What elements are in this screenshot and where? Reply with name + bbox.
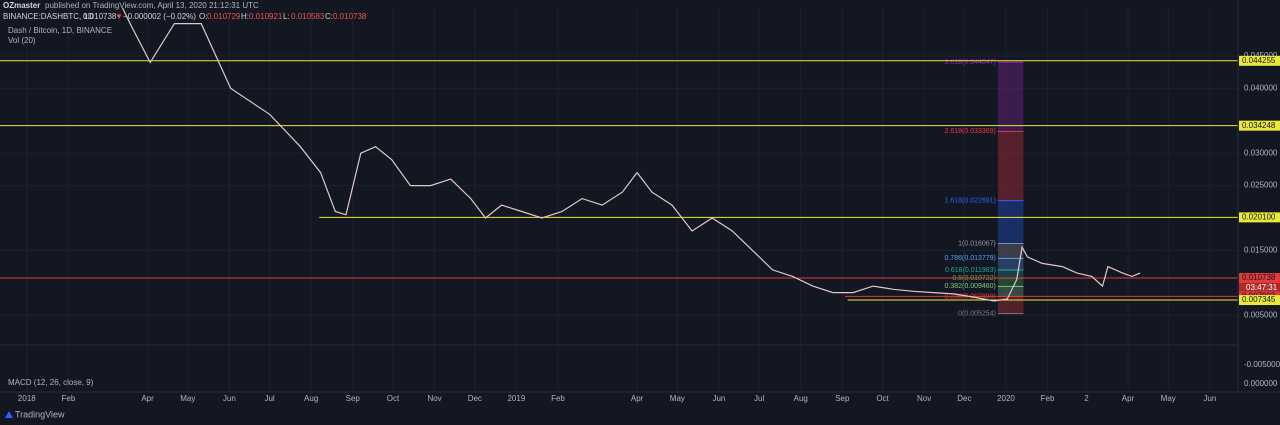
quote-item: 0.010738 xyxy=(333,12,367,21)
countdown-box xyxy=(1239,283,1280,293)
x-tick-label: Nov xyxy=(427,394,441,403)
quote-item: O: xyxy=(199,12,207,21)
price-line xyxy=(121,8,1141,302)
y-tick-label: 0.025000 xyxy=(1244,181,1278,190)
fib-label: 0.382(0.009460) xyxy=(945,283,996,290)
x-tick-label: 2 xyxy=(1084,394,1089,403)
x-tick-label: 2019 xyxy=(507,394,525,403)
fib-label: 3.618(0.044047) xyxy=(945,59,996,66)
quote-item: H: xyxy=(241,12,249,21)
fib-band xyxy=(997,258,1024,270)
quote-item: −0.000002 (−0.02%) xyxy=(123,12,196,21)
macd-tick-label: 0.000000 xyxy=(1244,379,1278,388)
x-tick-label: May xyxy=(1161,394,1176,403)
x-tick-label: Apr xyxy=(631,394,644,403)
macd-tick-label: -0.005000 xyxy=(1244,360,1280,369)
y-tick-label: 0.015000 xyxy=(1244,246,1278,255)
x-tick-label: Aug xyxy=(304,394,318,403)
x-tick-label: Sep xyxy=(346,394,361,403)
fib-band xyxy=(997,278,1024,287)
legend-volume: Vol (20) xyxy=(8,36,36,45)
quote-item: 0.010583 xyxy=(291,12,325,21)
x-tick-label: Feb xyxy=(551,394,565,403)
x-tick-label: 2018 xyxy=(18,394,36,403)
author: OZmaster xyxy=(3,1,40,10)
fib-band xyxy=(997,62,1024,132)
fib-band xyxy=(997,243,1024,259)
price-label-box xyxy=(1239,295,1280,306)
x-tick-label: Aug xyxy=(794,394,808,403)
x-tick-label: Jun xyxy=(1203,394,1216,403)
x-tick-label: May xyxy=(670,394,685,403)
fib-label: 2.618(0.033369) xyxy=(945,128,996,135)
x-tick-label: Apr xyxy=(141,394,154,403)
price-label: 0.007345 xyxy=(1242,295,1276,304)
fib-band xyxy=(997,269,1024,279)
quote-item: 0.010729 xyxy=(207,12,241,21)
quote-item: C: xyxy=(325,12,333,21)
fib-label: 0(0.005254) xyxy=(958,310,996,317)
x-tick-label: Dec xyxy=(957,394,971,403)
price-label: 0.034248 xyxy=(1242,121,1276,130)
quote-line: BINANCE:DASHBTC, 1D0.010738▼ −0.000002 (−… xyxy=(3,12,367,21)
quote-item: BINANCE:DASHBTC, 1D xyxy=(3,12,94,21)
grid xyxy=(0,8,1238,392)
plot-area: 0(0.005254)0.236(0.007899)0.382(0.009460… xyxy=(0,8,1238,317)
footer: TradingView xyxy=(15,409,65,419)
quote-item: 0.010921 xyxy=(249,12,283,21)
price-label-box xyxy=(1239,212,1280,223)
countdown: 03:47:31 xyxy=(1246,283,1278,292)
price-label-box xyxy=(1239,120,1280,131)
legend-macd: MACD (12, 26, close, 9) xyxy=(8,378,94,387)
price-label: 0.020100 xyxy=(1242,212,1276,221)
fib-band xyxy=(997,200,1024,244)
x-tick-label: Apr xyxy=(1122,394,1135,403)
published: published on TradingView.com, April 13, … xyxy=(45,1,259,10)
y-tick-label: 0.045000 xyxy=(1244,51,1278,60)
y-tick-label: 0.005000 xyxy=(1244,310,1278,319)
x-tick-label: Jun xyxy=(223,394,236,403)
x-tick-label: Feb xyxy=(1041,394,1055,403)
x-tick-label: Nov xyxy=(917,394,931,403)
quote-item: ▼ xyxy=(115,12,123,21)
price-label: 0.010738 xyxy=(1242,273,1276,282)
x-tick-label: May xyxy=(180,394,195,403)
price-label-box xyxy=(1239,55,1280,66)
x-tick-label: Jun xyxy=(712,394,725,403)
fib-band xyxy=(997,296,1024,314)
y-tick-label: 0.030000 xyxy=(1244,148,1278,157)
fib-band xyxy=(997,131,1024,201)
x-tick-label: 2020 xyxy=(997,394,1015,403)
fib-label: 1.618(0.022691) xyxy=(945,197,996,204)
x-tick-label: Dec xyxy=(468,394,482,403)
x-tick-label: Feb xyxy=(62,394,76,403)
fib-label: 0.618(0.011983) xyxy=(945,267,996,274)
quote-item: L: xyxy=(283,12,290,21)
y-tick-label: 0.040000 xyxy=(1244,83,1278,92)
price-label: 0.044255 xyxy=(1242,56,1276,65)
quote-item: 0.010738 xyxy=(83,12,117,21)
price-label-box xyxy=(1239,273,1280,284)
x-tick-label: Jul xyxy=(754,394,764,403)
fib-label: 0.786(0.013779) xyxy=(945,255,996,262)
fib-label: 1(0.016067) xyxy=(958,240,996,247)
x-tick-label: Oct xyxy=(387,394,400,403)
x-tick-label: Sep xyxy=(835,394,850,403)
legend-main: Dash / Bitcoin, 1D, BINANCE xyxy=(8,26,112,35)
logo xyxy=(5,411,13,418)
x-tick-label: Jul xyxy=(264,394,274,403)
x-tick-label: Oct xyxy=(876,394,889,403)
